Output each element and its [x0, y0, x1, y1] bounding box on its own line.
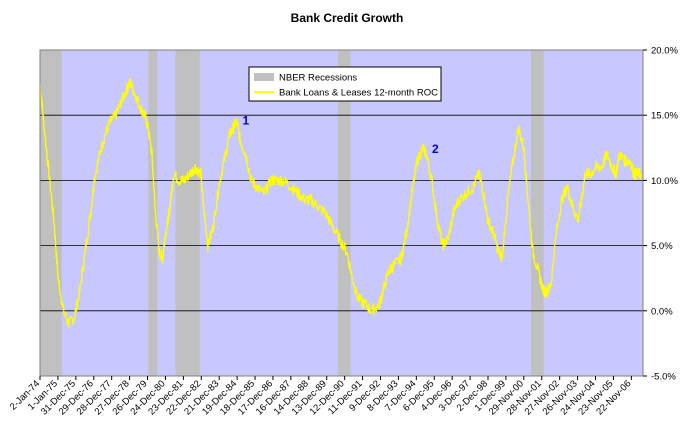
legend: NBER Recessions Bank Loans & Leases 12-mo… — [248, 66, 442, 102]
annotations: 12 — [242, 113, 439, 156]
y-tick-label: -5.0% — [651, 372, 676, 383]
recession-band — [148, 50, 158, 376]
y-tick-label: 0.0% — [651, 306, 673, 317]
series-layer — [39, 78, 642, 328]
chart-title: Bank Credit Growth — [291, 11, 404, 25]
recession-band — [40, 50, 62, 376]
annotation-label: 1 — [242, 113, 249, 127]
legend-entry-label: Bank Loans & Leases 12-month ROC — [279, 88, 438, 99]
y-tick-label: 20.0% — [651, 46, 678, 57]
legend-entry-label: NBER Recessions — [279, 73, 357, 84]
plot-border — [39, 49, 644, 377]
recession-bands — [40, 50, 544, 376]
legend-swatch-band — [254, 73, 274, 81]
y-tick-label: 5.0% — [651, 241, 673, 252]
recession-band — [175, 50, 200, 376]
x-axis-ticks: 2-Jan-741-Jan-7531-Dec-7529-Dec-7628-Dec… — [8, 376, 633, 417]
y-axis-ticks: -5.0% 0.0% 5.0% 10.0% 15.0% 20.0% — [643, 46, 678, 383]
legend-box — [248, 66, 442, 102]
recession-band — [337, 50, 351, 376]
y-tick-label: 15.0% — [651, 111, 678, 122]
annotation-label: 2 — [432, 142, 439, 156]
recession-band — [531, 50, 544, 376]
y-tick-label: 10.0% — [651, 176, 678, 187]
series-line — [39, 78, 642, 328]
